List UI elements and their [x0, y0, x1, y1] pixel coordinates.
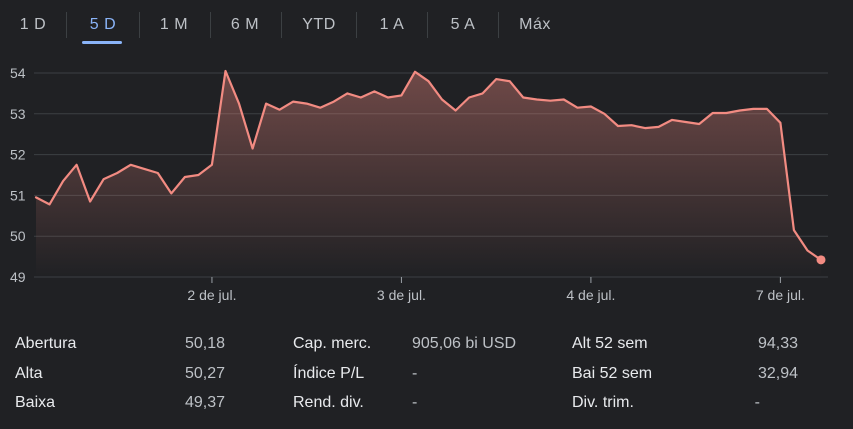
tab-separator [66, 12, 67, 38]
tab-1m[interactable]: 1 M [159, 16, 189, 33]
y-axis-labels: 49 50 51 52 53 54 [10, 65, 26, 285]
tab-6m[interactable]: 6 M [230, 16, 260, 33]
price-line [34, 69, 823, 261]
stat-label-low: Baixa [15, 394, 56, 411]
tab-separator [356, 12, 357, 38]
range-tabs: 1 D 5 D 1 M 6 M YTD 1 A 5 A Máx [0, 0, 853, 46]
y-tick-label: 54 [10, 65, 26, 81]
stat-label-quarterly-dividend: Div. trim. [572, 394, 634, 411]
stat-value-pe-ratio: - [412, 365, 418, 382]
stat-label-pe-ratio: Índice P/L [293, 365, 365, 382]
y-tick-label: 53 [10, 106, 26, 122]
stat-label-52w-low: Bai 52 sem [572, 365, 653, 382]
y-tick-label: 49 [10, 269, 26, 285]
last-price-point [816, 255, 826, 265]
stat-value-52w-high: 94,33 [757, 335, 798, 352]
tab-5a[interactable]: 5 A [450, 16, 476, 33]
stat-value-quarterly-dividend: - [754, 394, 760, 411]
y-tick-label: 52 [10, 147, 26, 163]
stat-value-open: 50,18 [184, 335, 225, 352]
price-chart[interactable]: 49 50 51 52 53 54 2 de jul. 3 de jul. 4 de jul.… [0, 50, 853, 315]
y-tick-label: 50 [10, 228, 26, 244]
stat-value-low: 49,37 [184, 394, 225, 411]
stats-panel: Abertura 50,18 Alta 50,27 Baixa 49,37 Ca… [0, 330, 853, 429]
x-tick-label: 4 de jul. [566, 287, 615, 303]
stat-value-market-cap: 905,06 bi USD [412, 335, 517, 352]
stat-label-open: Abertura [15, 335, 77, 352]
stat-label-52w-high: Alt 52 sem [572, 335, 648, 352]
stat-label-high: Alta [15, 365, 43, 382]
tab-separator [210, 12, 211, 38]
tab-separator [498, 12, 499, 38]
stat-label-dividend-yield: Rend. div. [293, 394, 364, 411]
tab-5d[interactable]: 5 D [89, 16, 117, 33]
stat-label-market-cap: Cap. merc. [293, 335, 372, 352]
x-tick-label: 3 de jul. [377, 287, 426, 303]
active-tab-indicator [82, 41, 122, 44]
x-tick-label: 2 de jul. [187, 287, 236, 303]
tab-1a[interactable]: 1 A [379, 16, 405, 33]
y-tick-label: 51 [10, 187, 26, 203]
tab-max[interactable]: Máx [519, 16, 551, 33]
tab-1d[interactable]: 1 D [19, 16, 47, 33]
tab-separator [281, 12, 282, 38]
stat-value-52w-low: 32,94 [757, 365, 798, 382]
stat-value-high: 50,27 [184, 365, 225, 382]
x-axis-ticks: 2 de jul. 3 de jul. 4 de jul. 7 de jul. [187, 277, 805, 303]
price-area [36, 71, 821, 277]
x-tick-label: 7 de jul. [756, 287, 805, 303]
stat-value-dividend-yield: - [412, 394, 418, 411]
tab-separator [139, 12, 140, 38]
tab-separator [427, 12, 428, 38]
tab-ytd[interactable]: YTD [302, 16, 336, 33]
